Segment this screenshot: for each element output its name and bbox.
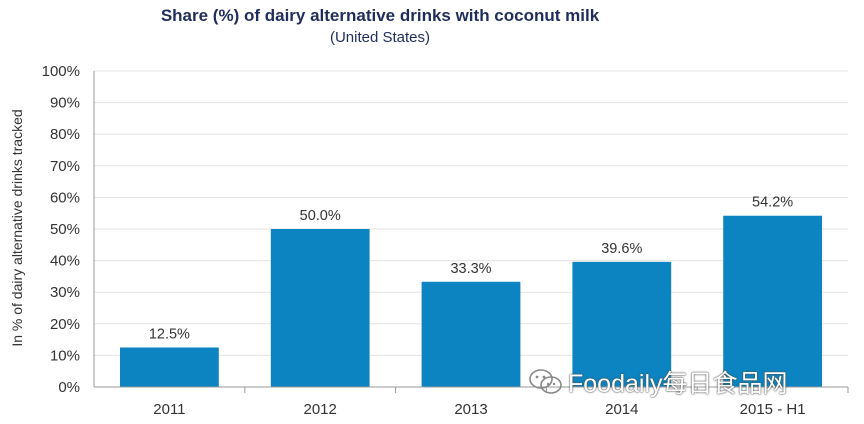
watermark-text: Foodaily每日食品网 bbox=[568, 370, 788, 398]
x-tick-label: 2012 bbox=[304, 401, 337, 418]
chart-subtitle: (United States) bbox=[329, 29, 431, 46]
data-label: 39.6% bbox=[601, 241, 642, 257]
y-tick-label: 0% bbox=[58, 379, 80, 396]
data-label: 50.0% bbox=[300, 208, 341, 224]
y-tick-label: 100% bbox=[42, 63, 80, 80]
y-tick-label: 20% bbox=[50, 316, 80, 333]
y-tick-label: 70% bbox=[50, 158, 80, 175]
data-label: 54.2% bbox=[752, 195, 793, 211]
y-tick-label: 60% bbox=[50, 189, 80, 206]
data-label: 12.5% bbox=[149, 327, 190, 343]
wechat-icon bbox=[529, 369, 562, 394]
watermark: Foodaily每日食品网 bbox=[528, 364, 788, 400]
y-tick-label: 40% bbox=[50, 253, 80, 270]
bar bbox=[572, 261, 672, 387]
y-tick-label: 30% bbox=[50, 284, 80, 301]
y-axis-label: In % of dairy alternative drinks tracked bbox=[9, 109, 25, 346]
y-tick-label: 90% bbox=[50, 95, 80, 112]
axes: 0% 10% 20% 30% 40% 50% 60% 70% 80% 90% 100% 2011 201… bbox=[42, 63, 849, 418]
bar bbox=[723, 215, 822, 387]
bar bbox=[421, 281, 521, 387]
x-tick-label: 2011 bbox=[153, 401, 185, 418]
y-tick-label: 10% bbox=[50, 347, 80, 364]
bar bbox=[270, 229, 370, 387]
y-tick-label: 50% bbox=[50, 221, 80, 238]
bar bbox=[120, 347, 219, 387]
y-tick-label: 80% bbox=[50, 126, 80, 143]
x-tick-label: 2015 - H1 bbox=[740, 401, 806, 418]
x-tick-label: 2014 bbox=[605, 401, 638, 418]
data-labels: 12.5% 50.0% 33.3% 39.6% 54.2% bbox=[149, 195, 793, 343]
chart-title: Share (%) of dairy alternative drinks wi… bbox=[160, 6, 600, 25]
bars bbox=[120, 215, 822, 387]
x-tick-label: 2013 bbox=[454, 401, 487, 418]
data-label: 33.3% bbox=[450, 261, 491, 277]
gridlines bbox=[94, 70, 848, 356]
